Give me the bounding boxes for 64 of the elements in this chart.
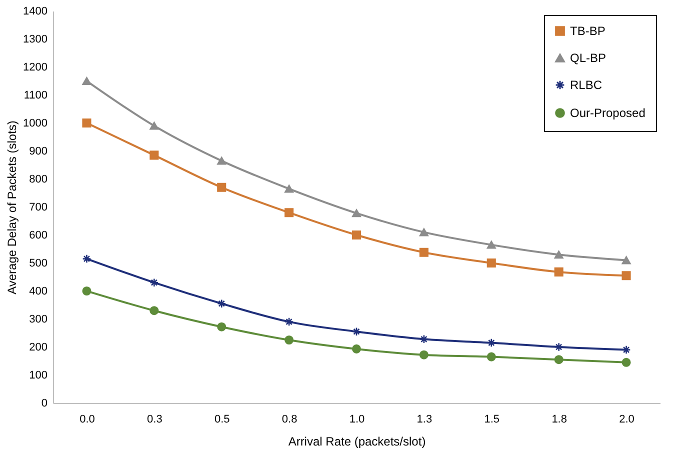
point xyxy=(352,230,362,240)
y-tick-label: 0 xyxy=(41,398,48,410)
point xyxy=(486,258,496,268)
legend-label: QL-BP xyxy=(570,51,606,65)
y-tick-label: 200 xyxy=(29,342,48,354)
point xyxy=(82,254,92,264)
point xyxy=(150,306,159,316)
point xyxy=(217,182,226,192)
point xyxy=(284,208,294,218)
y-axis-title: Average Delay of Packets (slots) xyxy=(5,120,20,294)
point xyxy=(150,122,159,130)
legend-label: RLBC xyxy=(570,78,602,92)
point xyxy=(622,256,631,264)
y-tick-label: 1200 xyxy=(23,62,48,74)
y-tick-label: 1300 xyxy=(23,34,48,46)
x-tick-label: 1.3 xyxy=(416,414,432,426)
legend-label: Our-Proposed xyxy=(570,106,646,120)
x-tick-label: 0.0 xyxy=(80,414,95,426)
y-tick-label: 300 xyxy=(29,314,48,326)
point xyxy=(284,335,294,345)
point xyxy=(217,299,226,308)
x-tick-label: 1.8 xyxy=(552,414,567,426)
point xyxy=(150,150,159,160)
y-tick-label: 100 xyxy=(29,370,48,382)
point xyxy=(486,240,496,249)
point xyxy=(419,334,428,344)
y-tick-label: 1100 xyxy=(24,90,48,102)
point xyxy=(284,184,294,193)
x-tick-label: 0.3 xyxy=(147,414,162,426)
point xyxy=(486,352,496,362)
point xyxy=(82,118,92,128)
point xyxy=(554,355,564,364)
y-tick-label: 400 xyxy=(29,286,48,298)
point xyxy=(284,317,294,326)
point xyxy=(419,228,428,236)
x-tick-label: 1.5 xyxy=(484,414,500,426)
point xyxy=(622,358,631,367)
y-tick-label: 500 xyxy=(29,258,48,270)
y-tick-label: 700 xyxy=(29,202,48,214)
point xyxy=(352,327,362,336)
point xyxy=(82,286,92,296)
point xyxy=(622,271,631,280)
point xyxy=(554,342,564,352)
point xyxy=(217,156,226,165)
point xyxy=(352,209,362,218)
x-tick-label: 1.0 xyxy=(349,414,365,426)
point xyxy=(554,250,564,259)
y-tick-label: 600 xyxy=(29,230,48,242)
x-tick-label: 0.8 xyxy=(282,414,298,426)
legend-label: TB-BP xyxy=(570,24,606,38)
y-tick-label: 1400 xyxy=(23,6,48,18)
y-tick-label: 900 xyxy=(29,146,48,158)
point xyxy=(150,278,159,288)
point xyxy=(419,248,428,257)
y-tick-label: 800 xyxy=(29,174,48,186)
x-tick-label: 0.5 xyxy=(214,414,230,426)
point xyxy=(554,267,564,276)
point xyxy=(419,350,428,360)
x-tick-label: 2.0 xyxy=(619,414,634,426)
x-axis-title: Arrival Rate (packets/slot) xyxy=(288,434,426,448)
point xyxy=(352,344,362,354)
y-tick-label: 1000 xyxy=(23,118,48,130)
point xyxy=(82,76,92,86)
point xyxy=(217,322,226,332)
